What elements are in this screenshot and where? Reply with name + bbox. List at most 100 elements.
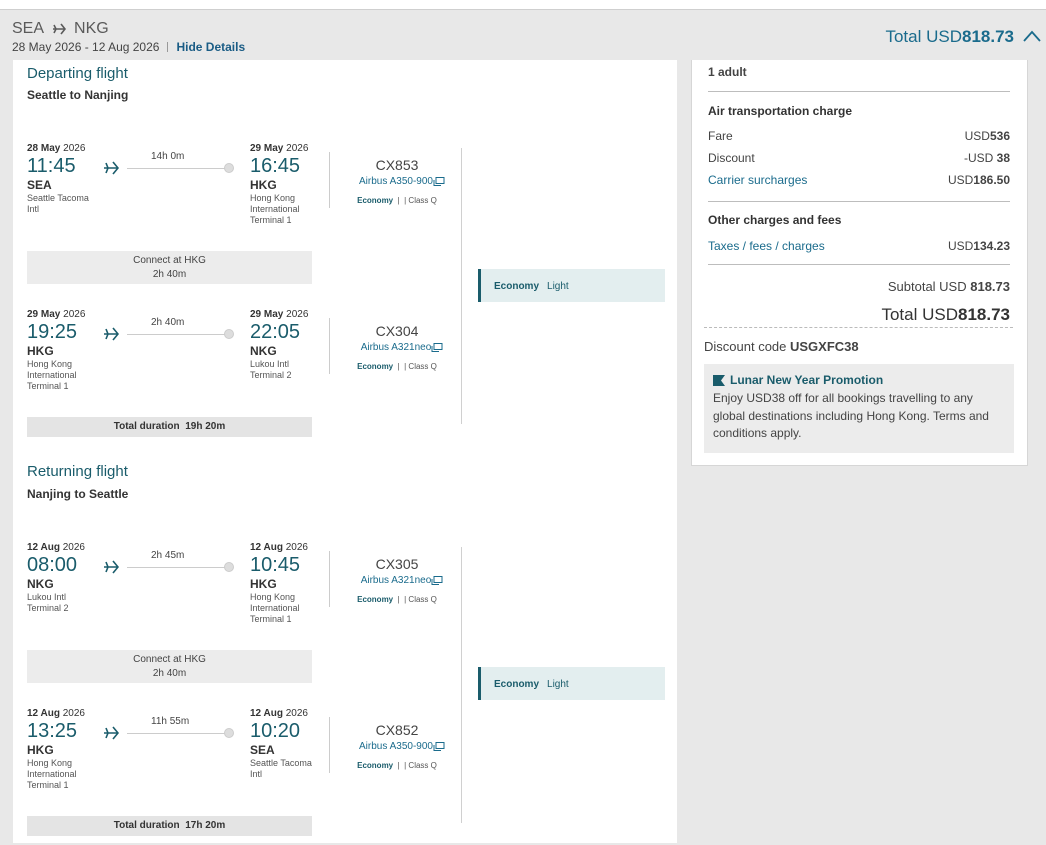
flight-number: CX852 [375, 722, 419, 738]
air-charge-heading: Air transportation charge [708, 104, 1010, 118]
dep-time: 13:25 [27, 720, 78, 742]
carrier-surcharges-link[interactable]: Carrier surcharges [708, 173, 808, 187]
cabin-class: Economy | | Class Q [357, 196, 437, 205]
total-label: Total USD [881, 305, 958, 324]
aircraft-type: Airbus A350-900 [359, 176, 433, 187]
taxes-row: Taxes / fees / charges USD134.23 [708, 239, 1010, 253]
arr-time: 10:45 [250, 554, 301, 576]
dep-date: 28 May [27, 143, 61, 154]
cabin: Economy [357, 595, 394, 604]
flight-segment: 29 May 2026 19:25 HKG Hong Kong Internat… [27, 309, 447, 399]
fare-family-box[interactable]: Economy Light [478, 269, 665, 302]
divider [708, 264, 1010, 265]
dep-airport: Hong Kong International Terminal 1 [27, 758, 77, 790]
flag-icon [713, 374, 725, 386]
departing-title: Departing flight [27, 65, 128, 82]
connection-info: Connect at HKG 2h 40m [27, 650, 312, 683]
arr-time: 16:45 [250, 155, 301, 177]
cabin-class: Economy | | Class Q [357, 362, 437, 371]
discount-row: Discount -USD 38 [708, 151, 1010, 165]
destination-code: NKG [74, 20, 109, 37]
aircraft-link[interactable]: Airbus A321neo [347, 575, 457, 586]
aircraft-link[interactable]: Airbus A350-900 [347, 741, 457, 752]
total-row: Total USD818.73 [708, 305, 1010, 325]
dep-code: HKG [27, 743, 54, 757]
arr-year: 2026 [285, 708, 308, 719]
discount-label: Discount [708, 151, 755, 165]
dep-code: SEA [27, 178, 52, 192]
connection-info: Connect at HKG 2h 40m [27, 251, 312, 284]
aircraft-link[interactable]: Airbus A350-900 [347, 176, 457, 187]
returning-subtitle: Nanjing to Seattle [27, 487, 129, 501]
arr-code: SEA [250, 743, 275, 757]
segment-duration: 11h 55m [151, 716, 190, 727]
other-charges-title: Other charges and fees [708, 213, 842, 227]
divider [329, 152, 330, 208]
fare-brand: Light [547, 679, 569, 690]
dep-year: 2026 [63, 143, 86, 154]
plane-icon [104, 560, 119, 574]
flight-number: CX305 [375, 556, 419, 572]
divider [329, 318, 330, 374]
plane-icon [53, 23, 67, 35]
cabin: Economy [357, 362, 394, 371]
duration-line [127, 168, 225, 169]
flight-number: CX304 [375, 323, 419, 339]
passengers: 1 adult [708, 65, 747, 79]
segment-duration: 2h 45m [151, 550, 185, 561]
aircraft-type: Airbus A321neo [360, 575, 432, 586]
arr-airport: Seattle Tacoma Intl [250, 758, 312, 779]
aircraft-type: Airbus A350-900 [359, 741, 433, 752]
divider [329, 551, 330, 607]
dep-airport: Seattle Tacoma Intl [27, 193, 89, 214]
arr-time: 22:05 [250, 321, 301, 343]
taxes-value: 134.23 [973, 239, 1010, 253]
connect-time: 2h 40m [152, 668, 187, 679]
cabin-class: Economy | | Class Q [357, 595, 437, 604]
popup-icon [433, 741, 445, 751]
fare-family-box[interactable]: Economy Light [478, 667, 665, 700]
trip-dates: 28 May 2026 - 12 Aug 2026 Hide Details [12, 40, 245, 54]
chevron-up-icon[interactable] [1022, 28, 1042, 44]
other-charges-heading: Other charges and fees [708, 213, 1010, 227]
dep-year: 2026 [63, 309, 86, 320]
divider [167, 42, 169, 52]
discount-code-value: USGXFC38 [790, 339, 859, 354]
flight-segment: 28 May 2026 11:45 SEA Seattle Tacoma Int… [27, 143, 447, 233]
total-duration: Total duration 17h 20m [27, 816, 312, 836]
taxes-link[interactable]: Taxes / fees / charges [708, 239, 825, 253]
dep-time: 08:00 [27, 554, 78, 576]
total-duration: Total duration 19h 20m [27, 417, 312, 437]
taxes-currency: USD [947, 239, 974, 253]
cabin: Economy [357, 196, 394, 205]
arr-date: 29 May [250, 309, 284, 320]
cabin-class: Economy | | Class Q [357, 761, 437, 770]
arr-airport: Lukou Intl Terminal 2 [250, 359, 292, 380]
duration-line [127, 733, 225, 734]
dep-date: 29 May [27, 309, 61, 320]
divider [461, 547, 462, 823]
returning-title: Returning flight [27, 463, 128, 480]
arr-year: 2026 [286, 309, 309, 320]
total-duration-value: 19h 20m [185, 421, 226, 432]
promotion-box: Lunar New Year Promotion Enjoy USD38 off… [704, 364, 1014, 453]
duration-line [127, 334, 225, 335]
top-border [0, 9, 1046, 10]
dep-time: 19:25 [27, 321, 78, 343]
flight-segment: 12 Aug 2026 08:00 NKG Lukou Intl Termina… [27, 542, 447, 632]
arrival-dot [224, 728, 234, 738]
fare-label: Fare [708, 129, 733, 143]
arr-airport: Hong Kong International Terminal 1 [250, 592, 300, 624]
fare-cabin: Economy [494, 281, 540, 292]
aircraft-link[interactable]: Airbus A321neo [347, 342, 457, 353]
total-duration-label: Total duration [113, 820, 180, 831]
dep-date: 12 Aug [27, 708, 60, 719]
hide-details-link[interactable]: Hide Details [176, 40, 246, 54]
booking-class: Class Q [408, 362, 437, 371]
divider [461, 148, 462, 424]
departing-subtitle: Seattle to Nanjing [27, 88, 129, 102]
total-duration-label: Total duration [113, 421, 180, 432]
discount-code-label: Discount code [704, 339, 790, 354]
promotion-title: Lunar New Year Promotion [730, 373, 884, 387]
dep-year: 2026 [62, 542, 85, 553]
